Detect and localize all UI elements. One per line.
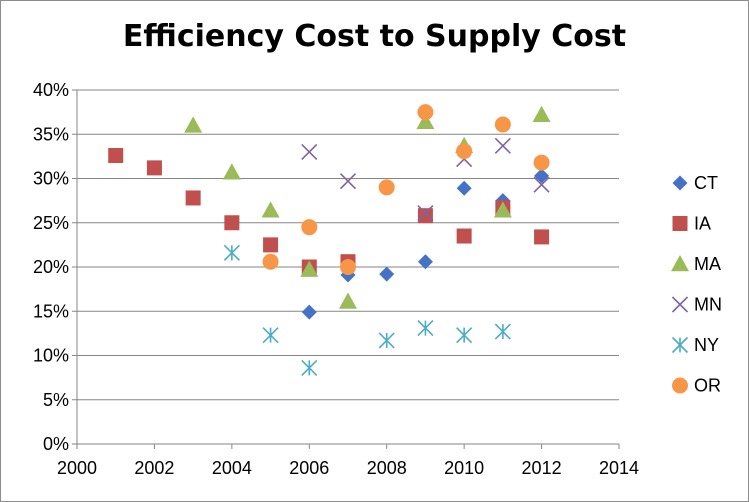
legend-label-ma: MA (694, 254, 721, 274)
x-tick-label: 2000 (57, 458, 97, 478)
point-ct (379, 266, 395, 282)
point-ia (185, 190, 201, 206)
point-ia (146, 160, 162, 176)
y-tick-label: 40% (33, 80, 69, 100)
point-ia (417, 208, 433, 224)
point-mn (339, 173, 357, 190)
point-mn (301, 143, 318, 161)
y-tick-label: 0% (43, 434, 69, 454)
y-tick-label: 15% (33, 301, 69, 321)
point-ny (262, 327, 279, 344)
legend-marker-ma (671, 255, 689, 272)
x-tick-label: 2012 (522, 458, 562, 478)
y-tick-label: 35% (33, 124, 69, 144)
y-tick-label: 20% (33, 257, 69, 277)
legend-marker-ny (671, 336, 689, 354)
point-mn (417, 204, 434, 222)
point-ia (224, 215, 240, 231)
point-or (301, 219, 318, 236)
chart-title: Efficiency Cost to Supply Cost (122, 19, 627, 54)
point-or (378, 179, 395, 196)
point-ny (301, 359, 318, 376)
point-ct (417, 254, 433, 270)
legend-label-ia: IA (694, 214, 711, 234)
x-tick-label: 2014 (599, 458, 639, 478)
point-ny (494, 323, 511, 340)
point-ny (378, 332, 395, 349)
point-ma (493, 201, 512, 218)
x-tick-label: 2006 (289, 458, 329, 478)
x-tick-label: 2008 (367, 458, 407, 478)
x-tick-label: 2004 (212, 458, 252, 478)
point-or (262, 253, 279, 270)
legend-marker-mn (671, 296, 689, 313)
point-ma (261, 201, 280, 218)
legend-marker-ia (672, 216, 688, 231)
legend-label-mn: MN (694, 295, 722, 315)
x-tick-label: 2010 (444, 458, 484, 478)
legend-marker-or (672, 377, 688, 394)
point-or (533, 154, 550, 171)
y-tick-label: 5% (43, 390, 69, 410)
point-ma (532, 105, 551, 122)
point-mn (533, 176, 550, 193)
point-or (494, 116, 511, 133)
point-ct (456, 180, 472, 196)
x-tick-label: 2002 (134, 458, 174, 478)
point-ny (223, 244, 240, 261)
legend-marker-ct (672, 175, 688, 191)
point-ct (534, 168, 550, 184)
point-ma (184, 116, 203, 133)
point-ma (416, 112, 435, 130)
y-tick-label: 25% (33, 213, 69, 233)
point-or (456, 143, 473, 160)
point-ia (263, 237, 279, 253)
point-ma (339, 292, 357, 309)
point-ia (534, 229, 550, 245)
y-tick-label: 30% (33, 169, 69, 189)
point-ma (222, 163, 241, 180)
point-ny (417, 319, 434, 337)
point-ia (456, 228, 472, 244)
legend-label-ny: NY (694, 335, 719, 355)
point-ny (456, 327, 473, 344)
legend-label-ct: CT (694, 173, 718, 193)
legend-label-or: OR (694, 376, 721, 396)
point-or (340, 259, 356, 275)
point-or (417, 104, 434, 121)
point-ma (300, 260, 319, 277)
point-ct (301, 304, 317, 320)
point-mn (494, 137, 511, 154)
y-tick-label: 10% (33, 346, 69, 366)
point-ia (108, 147, 124, 163)
